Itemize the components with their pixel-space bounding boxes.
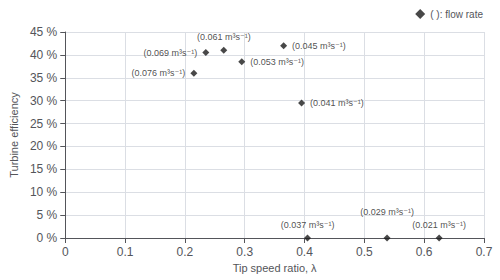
svg-text:(0.045 m³s⁻¹): (0.045 m³s⁻¹)	[292, 41, 346, 51]
svg-text:0 %: 0 %	[37, 231, 58, 245]
svg-text:(0.061 m³s⁻¹): (0.061 m³s⁻¹)	[197, 32, 251, 42]
svg-text:(0.076 m³s⁻¹): (0.076 m³s⁻¹)	[132, 68, 186, 78]
svg-text:5 %: 5 %	[37, 208, 58, 222]
svg-text:(0.041 m³s⁻¹): (0.041 m³s⁻¹)	[310, 98, 364, 108]
svg-text:Tip speed ratio, λ: Tip speed ratio, λ	[233, 262, 317, 274]
svg-text:0.3: 0.3	[236, 245, 253, 259]
svg-text:0.4: 0.4	[296, 245, 313, 259]
svg-text:0.1: 0.1	[117, 245, 134, 259]
svg-text:10 %: 10 %	[30, 185, 58, 199]
svg-text:40 %: 40 %	[30, 48, 58, 62]
svg-text:(0.021 m³s⁻¹): (0.021 m³s⁻¹)	[412, 220, 466, 230]
svg-text:0.2: 0.2	[177, 245, 194, 259]
svg-text:25 %: 25 %	[30, 117, 58, 131]
svg-text:Turbine efficiency: Turbine efficiency	[8, 92, 20, 178]
svg-text:(0.037 m³s⁻¹): (0.037 m³s⁻¹)	[281, 220, 335, 230]
svg-text:0.6: 0.6	[416, 245, 433, 259]
svg-text:35 %: 35 %	[30, 71, 58, 85]
svg-text:( ): flow rate: ( ): flow rate	[430, 9, 483, 20]
svg-text:20 %: 20 %	[30, 139, 58, 153]
svg-text:45 %: 45 %	[30, 25, 58, 39]
svg-text:15 %: 15 %	[30, 162, 58, 176]
svg-text:(0.069 m³s⁻¹): (0.069 m³s⁻¹)	[144, 48, 198, 58]
svg-text:(0.053 m³s⁻¹): (0.053 m³s⁻¹)	[250, 57, 304, 67]
svg-text:0.7: 0.7	[476, 245, 493, 259]
svg-text:30 %: 30 %	[30, 94, 58, 108]
svg-text:0.5: 0.5	[356, 245, 373, 259]
svg-text:0: 0	[62, 245, 69, 259]
svg-text:(0.029 m³s⁻¹): (0.029 m³s⁻¹)	[360, 207, 414, 217]
